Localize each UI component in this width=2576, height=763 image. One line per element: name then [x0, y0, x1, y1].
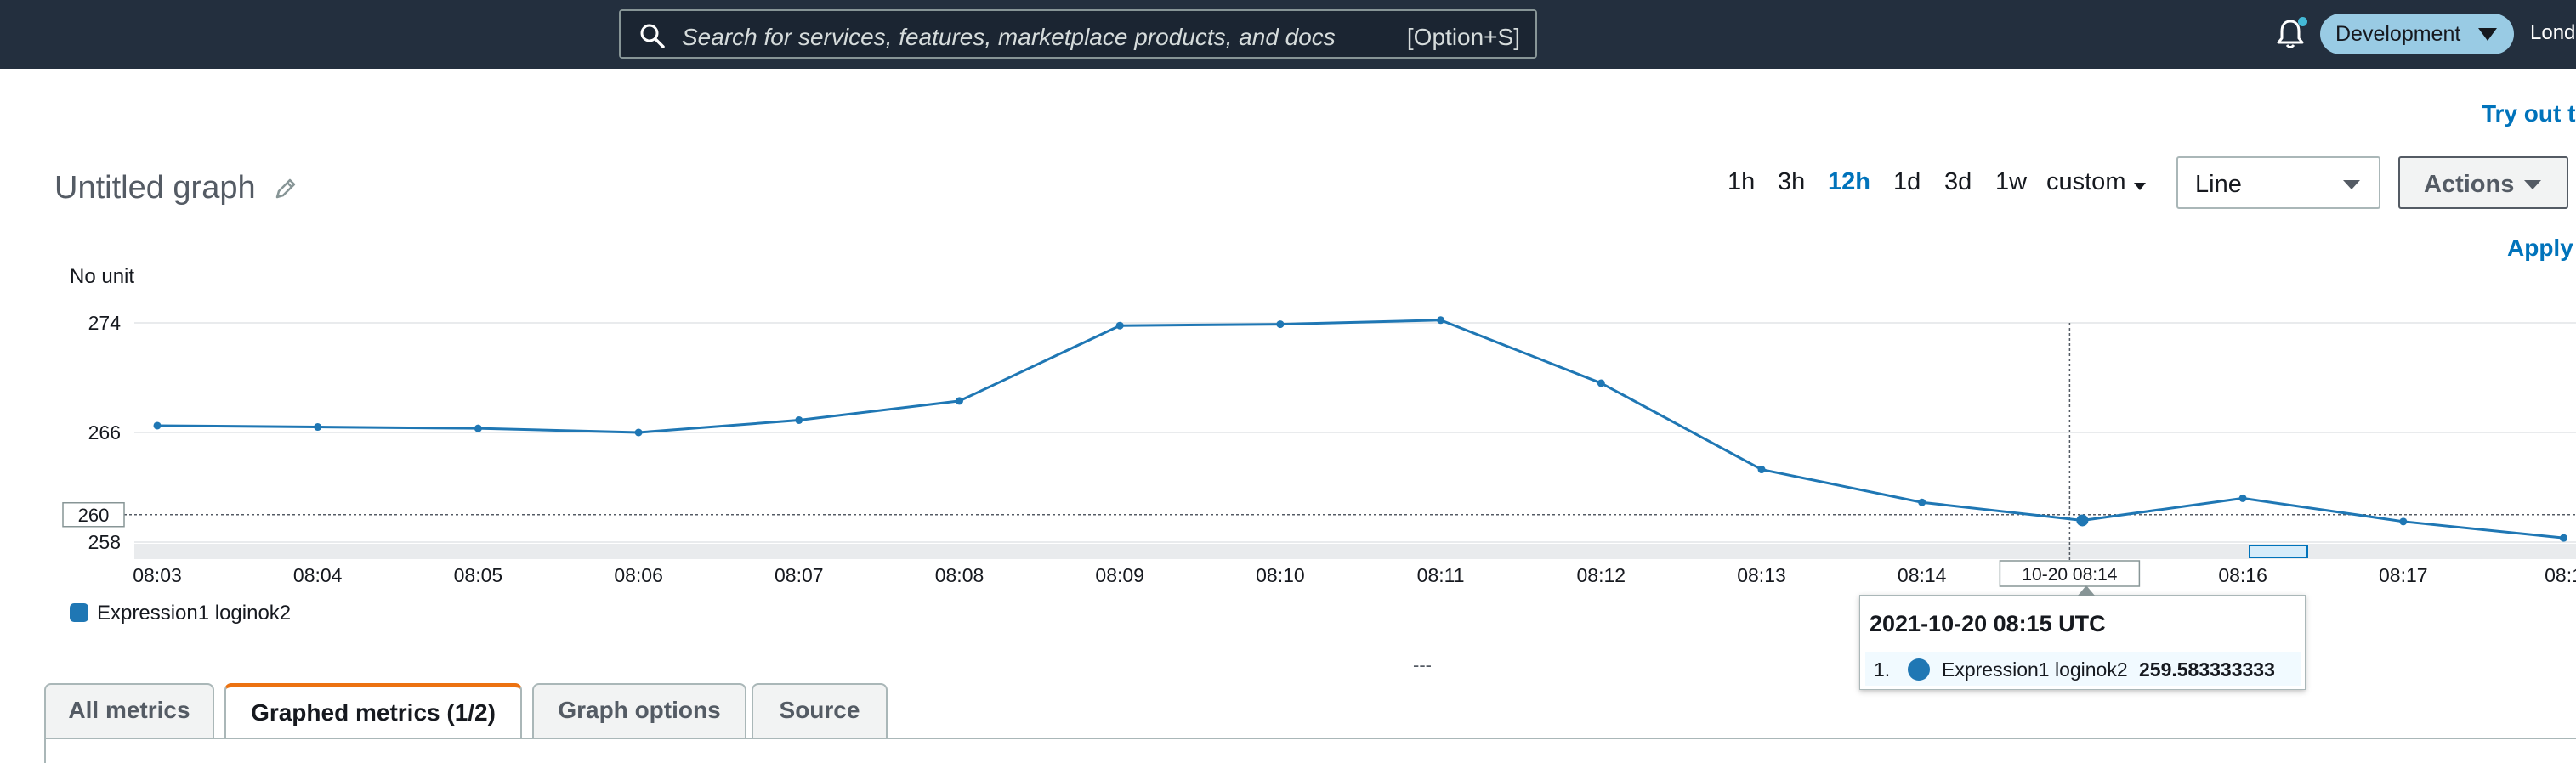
x-tick-label: 08:12 — [1577, 564, 1626, 586]
legend-label: Expression1 loginok2 — [97, 602, 292, 625]
search-box[interactable]: Search for services, features, marketpla… — [619, 9, 1537, 59]
x-tick-label: 08:05 — [454, 564, 503, 586]
pencil-icon[interactable] — [274, 177, 298, 201]
bell-icon — [2277, 20, 2304, 48]
data-point — [795, 415, 803, 424]
region-selector[interactable]: Lond — [2530, 21, 2576, 44]
time-range-1d[interactable]: 1d — [1893, 168, 1921, 195]
resize-divider[interactable]: --- — [1413, 654, 1432, 675]
tooltip-arrow — [2078, 585, 2095, 596]
environment-label: Development — [2335, 22, 2461, 46]
time-range-12h[interactable]: 12h — [1828, 168, 1870, 195]
x-tick-label: 08:03 — [133, 564, 182, 586]
crosshair-y-label: 260 — [78, 505, 110, 526]
tab-panel — [44, 738, 2576, 763]
x-tick-label: 08:13 — [1737, 564, 1786, 586]
notifications-button[interactable] — [2273, 17, 2307, 51]
search-icon — [640, 24, 665, 48]
x-tick-label: 08:17 — [2379, 564, 2428, 586]
graph-title: Untitled graph — [54, 170, 256, 206]
data-point — [474, 424, 482, 432]
time-range-1w[interactable]: 1w — [1995, 168, 2028, 195]
y-tick-label: 266 — [88, 421, 121, 444]
range-selector-handle — [2249, 545, 2308, 558]
search-placeholder[interactable]: Search for services, features, marketpla… — [682, 24, 1336, 50]
data-point — [2076, 514, 2089, 527]
x-tick-label: 08:08 — [935, 564, 984, 586]
tab-source[interactable]: Source — [752, 683, 888, 739]
x-tick-label: 08:07 — [775, 564, 824, 586]
data-point — [2560, 534, 2567, 542]
tab-all-metrics[interactable]: All metrics — [44, 683, 214, 739]
tooltip-row: 1. Expression1 loginok2 259.583333333 — [1865, 652, 2301, 686]
y-tick-label: 258 — [88, 531, 121, 553]
x-tick-label: 08:11 — [1417, 564, 1465, 586]
crosshair-y-label-box — [62, 502, 125, 528]
notification-badge — [2298, 17, 2307, 26]
chevron-down-icon — [2343, 180, 2360, 189]
data-point — [2238, 494, 2247, 502]
metric-line-chart[interactable]: 258 266 274 08:03 08:04 08:05 08:06 08:07 08:08 0… — [0, 289, 2576, 595]
tab-graphed-metrics[interactable]: Graphed metrics (1/2) — [224, 683, 522, 739]
try-out-link[interactable]: Try out t — [2482, 100, 2576, 127]
tooltip-series-dot — [1908, 658, 1930, 681]
custom-chevron-down-icon — [2134, 183, 2146, 190]
chart-tooltip: 2021-10-20 08:15 UTC 1. Expression1 logi… — [1859, 585, 2306, 690]
apply-link[interactable]: Apply — [2507, 235, 2573, 261]
data-point — [153, 421, 162, 430]
tooltip-series-value: 259.583333333 — [2139, 658, 2275, 681]
x-axis-band — [134, 544, 2576, 559]
chevron-down-icon — [2478, 28, 2497, 41]
data-point — [1115, 321, 1124, 330]
data-point — [634, 428, 643, 437]
data-point — [1276, 320, 1285, 329]
data-point — [956, 397, 963, 405]
tooltip-title: 2021-10-20 08:15 UTC — [1870, 611, 2106, 636]
tab-graph-options[interactable]: Graph options — [532, 683, 746, 739]
series-line — [156, 319, 2564, 540]
environment-selector[interactable]: Development — [2320, 14, 2514, 54]
tooltip-series-name: Expression1 loginok2 — [1942, 658, 2128, 681]
actions-button[interactable]: Actions — [2398, 156, 2568, 209]
data-point — [1437, 316, 1445, 325]
y-tick-label: 274 — [88, 312, 122, 334]
top-navigation-bar: Search for services, features, marketpla… — [0, 0, 2576, 69]
data-point — [314, 423, 322, 432]
tooltip-row-index: 1. — [1874, 658, 1891, 681]
time-range-3d[interactable]: 3d — [1944, 168, 1972, 195]
data-point — [1597, 379, 1605, 387]
x-tick-label: 08:14 — [1898, 564, 1947, 586]
time-range-custom[interactable]: custom — [2046, 168, 2126, 195]
crosshair-x-label: 10-20 08:14 — [2022, 565, 2117, 585]
x-tick-label: 08:06 — [614, 564, 663, 586]
chart-type-value: Line — [2195, 171, 2242, 198]
actions-label: Actions — [2424, 171, 2515, 198]
time-range-1h[interactable]: 1h — [1728, 168, 1756, 195]
x-tick-label: 08:1 — [2545, 564, 2576, 586]
data-point — [1757, 466, 1766, 474]
legend-swatch — [70, 603, 88, 622]
x-tick-label: 08:10 — [1256, 564, 1305, 586]
x-tick-label: 08:09 — [1095, 564, 1144, 586]
time-range-3h[interactable]: 3h — [1778, 168, 1806, 195]
search-shortcut-hint: [Option+S] — [1406, 24, 1520, 50]
crosshair-x-label-box — [1999, 560, 2141, 587]
x-tick-label: 08:16 — [2218, 564, 2267, 586]
x-tick-label: 08:04 — [293, 564, 343, 586]
y-axis-unit-label: No unit — [70, 265, 135, 288]
data-point — [2399, 517, 2408, 526]
chevron-down-icon — [2524, 180, 2541, 189]
chart-type-select[interactable]: Line — [2176, 156, 2380, 209]
data-point — [1918, 498, 1926, 506]
